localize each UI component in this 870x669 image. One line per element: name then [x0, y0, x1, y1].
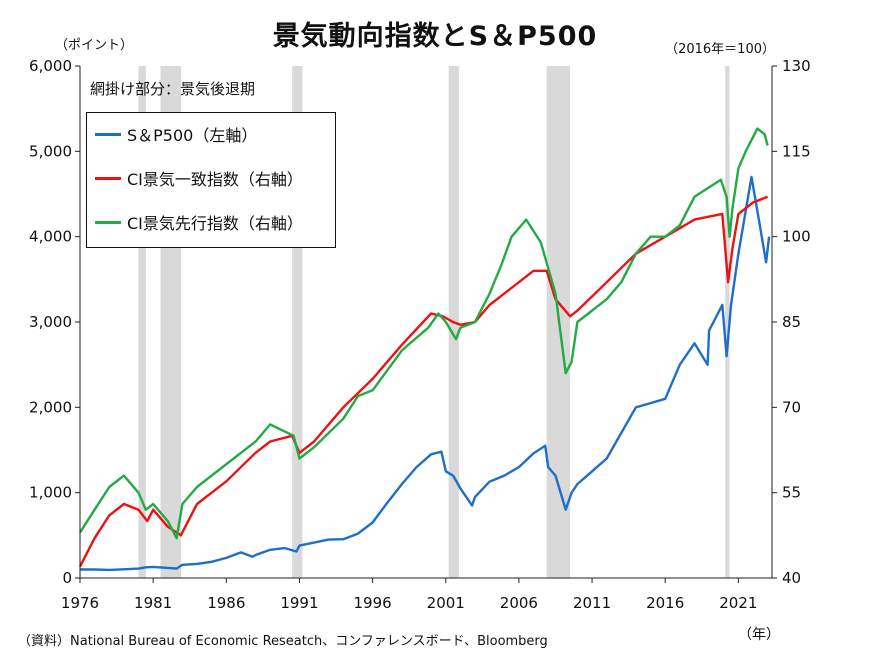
legend-swatch-sp500 — [95, 132, 121, 136]
legend-swatch-ci-leading — [95, 220, 121, 224]
left-tick-label-2: 2,000 — [29, 398, 72, 416]
x-tick-label-7: 2011 — [573, 594, 611, 612]
axes: 0 1,000 2,000 3,000 4,000 5,000 6,000 40 55 70 85 1… — [29, 57, 811, 612]
x-tick-label-5: 2001 — [427, 594, 465, 612]
right-tick-label-0: 40 — [782, 569, 801, 587]
left-tick-label-6: 6,000 — [29, 57, 72, 75]
chart-title: 景気動向指数とS＆P500 — [272, 21, 598, 52]
source-note: （資料）National Bureau of Economic Reseatch… — [18, 634, 548, 649]
legend-item-ci-leading: CI景気先行指数（右軸） — [95, 207, 303, 237]
legend-swatch-ci-coincident — [95, 176, 121, 180]
series-line-1 — [78, 195, 769, 568]
legend: S＆P500（左軸） CI景気一致指数（右軸） CI景気先行指数（右軸） — [86, 112, 336, 248]
x-tick-label-8: 2016 — [646, 594, 684, 612]
recession-band-5 — [725, 66, 730, 578]
left-tick-label-0: 0 — [62, 569, 72, 587]
recession-band-2 — [292, 66, 303, 578]
x-tick-label-3: 1991 — [280, 594, 318, 612]
left-tick-label-1: 1,000 — [29, 484, 72, 502]
right-tick-label-4: 100 — [782, 228, 811, 246]
x-tick-label-6: 2006 — [500, 594, 538, 612]
right-tick-label-6: 130 — [782, 57, 811, 75]
legend-label-sp500: S＆P500（左軸） — [127, 126, 258, 145]
series-line-2 — [78, 127, 769, 540]
left-tick-label-4: 4,000 — [29, 228, 72, 246]
x-tick-label-4: 1996 — [354, 594, 392, 612]
recession-band-0 — [138, 66, 146, 578]
x-tick-label-1: 1981 — [134, 594, 172, 612]
right-axis-unit: （2016年＝100） — [665, 42, 775, 57]
series-lines — [78, 127, 771, 572]
series-line-0 — [80, 175, 771, 572]
x-tick-label-9: 2021 — [719, 594, 757, 612]
left-axis-unit: （ポイント） — [55, 38, 134, 53]
left-tick-label-3: 3,000 — [29, 313, 72, 331]
right-tick-label-3: 85 — [782, 313, 801, 331]
x-axis-unit: （年） — [738, 627, 780, 643]
right-tick-label-2: 70 — [782, 398, 801, 416]
legend-item-sp500: S＆P500（左軸） — [95, 119, 257, 149]
right-tick-label-1: 55 — [782, 484, 801, 502]
legend-label-ci-leading: CI景気先行指数（右軸） — [127, 214, 303, 233]
legend-item-ci-coincident: CI景気一致指数（右軸） — [95, 163, 303, 193]
right-tick-label-5: 115 — [782, 142, 811, 160]
shading-note: 網掛け部分：景気後退期 — [90, 80, 256, 98]
x-tick-label-0: 1976 — [61, 594, 99, 612]
x-tick-label-2: 1986 — [207, 594, 245, 612]
left-tick-label-5: 5,000 — [29, 142, 72, 160]
legend-label-ci-coincident: CI景気一致指数（右軸） — [127, 170, 303, 189]
